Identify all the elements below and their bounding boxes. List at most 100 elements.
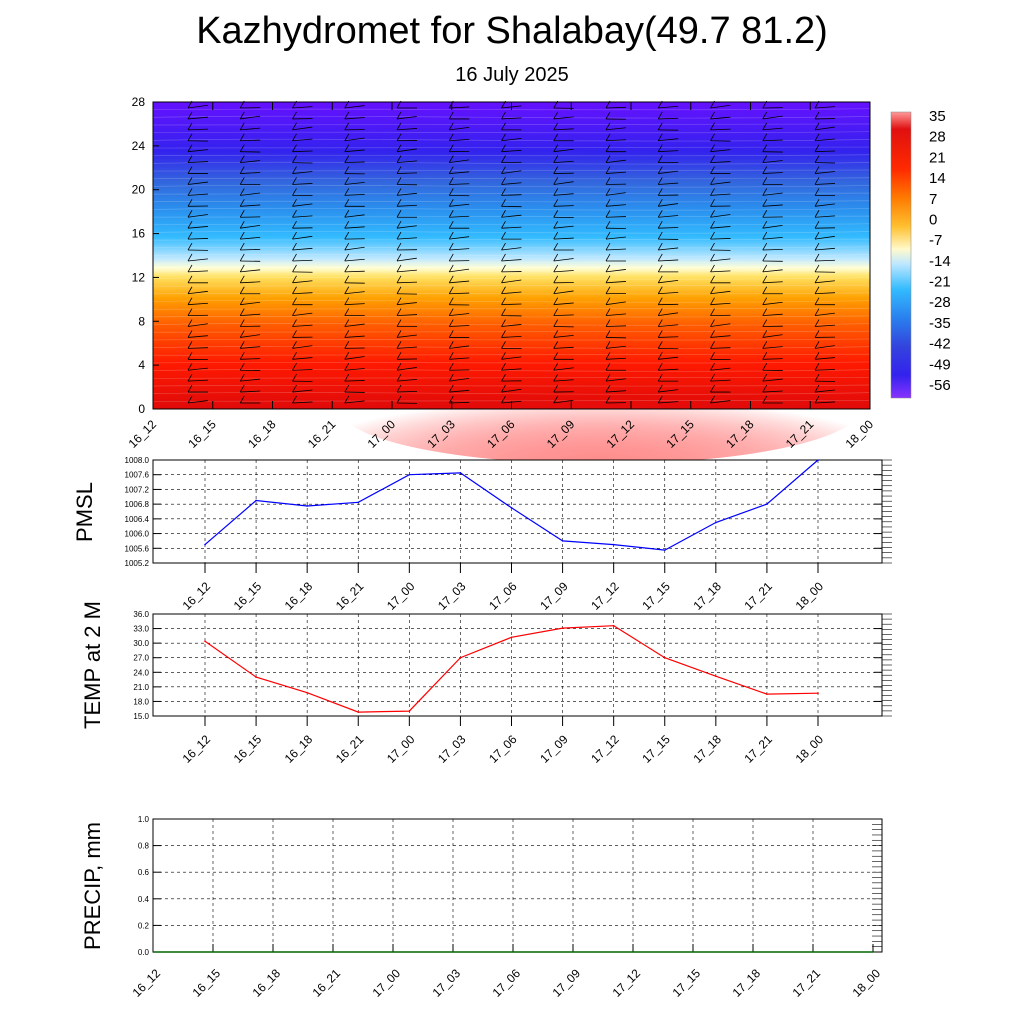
wind-barb-flag bbox=[814, 144, 820, 152]
wind-barb bbox=[710, 104, 731, 109]
wind-barb-flag bbox=[292, 155, 297, 163]
wind-barb-flag bbox=[448, 253, 454, 262]
wind-barb bbox=[501, 149, 522, 153]
wind-barb bbox=[605, 192, 626, 196]
wind-barb-flag bbox=[448, 177, 454, 185]
x-tick-label: 17_09 bbox=[537, 579, 571, 613]
wind-barb bbox=[658, 117, 679, 120]
y-tick-label: 1007.2 bbox=[125, 485, 150, 494]
y-tick-label: 1.0 bbox=[138, 815, 150, 824]
wind-barb bbox=[710, 214, 731, 218]
wind-barb bbox=[501, 324, 522, 327]
wind-barb-flag bbox=[710, 297, 715, 305]
wind-barb bbox=[292, 171, 313, 174]
wind-barb bbox=[553, 181, 574, 185]
wind-barb bbox=[814, 183, 835, 185]
wind-barb-flag bbox=[553, 111, 559, 120]
wind-barb bbox=[449, 292, 470, 295]
colorbar-label: 28 bbox=[929, 129, 946, 146]
wind-barb bbox=[658, 324, 679, 327]
wind-barb-flag bbox=[501, 253, 506, 262]
wind-barb-flag bbox=[762, 363, 768, 371]
x-tick-label: 16_21 bbox=[333, 732, 367, 766]
wind-barb-flag bbox=[239, 199, 245, 207]
wind-barb bbox=[658, 203, 679, 207]
wind-barb-flag bbox=[553, 188, 559, 196]
wind-barb bbox=[501, 335, 522, 338]
wind-barb-flag bbox=[814, 155, 820, 163]
wind-barb-flag bbox=[710, 384, 715, 393]
wind-barb bbox=[553, 367, 574, 371]
wind-barb-flag bbox=[396, 330, 402, 338]
colorbar-label: -7 bbox=[929, 232, 942, 249]
wind-barb bbox=[501, 117, 522, 120]
wind-barb-flag bbox=[657, 352, 663, 360]
contour-line bbox=[152, 369, 871, 372]
wind-barb bbox=[292, 215, 313, 218]
wind-barb-flag bbox=[710, 253, 715, 262]
pmsl-data-point bbox=[766, 503, 768, 505]
wind-barb bbox=[449, 183, 470, 185]
wind-barb-flag bbox=[187, 363, 193, 371]
wind-barb bbox=[344, 161, 365, 164]
wind-barb bbox=[553, 193, 574, 196]
wind-barb bbox=[240, 127, 261, 131]
wind-barb-flag bbox=[710, 188, 715, 196]
wind-barb-flag bbox=[344, 188, 350, 196]
wind-barb-flag bbox=[657, 319, 663, 327]
wind-barb bbox=[658, 182, 679, 185]
pmsl-data-point bbox=[561, 540, 564, 542]
wind-barb-flag bbox=[501, 395, 506, 404]
wind-barb-flag bbox=[448, 155, 454, 163]
wind-barb-flag bbox=[448, 308, 454, 316]
wind-barb bbox=[814, 215, 835, 218]
wind-barb bbox=[762, 301, 783, 306]
wind-barb bbox=[553, 379, 574, 382]
wind-barb-flag bbox=[814, 264, 820, 273]
contour-line bbox=[152, 315, 871, 318]
wind-barb bbox=[449, 127, 470, 131]
wind-barb-flag bbox=[292, 242, 297, 251]
wind-barb-flag bbox=[710, 111, 715, 120]
wind-barb bbox=[605, 106, 627, 109]
wind-barb-flag bbox=[605, 111, 611, 120]
x-tick-label: 17_21 bbox=[742, 732, 776, 766]
wind-barb-flag bbox=[553, 144, 559, 152]
wind-barb-flag bbox=[396, 286, 402, 294]
wind-barb-flag bbox=[501, 188, 506, 196]
wind-barb bbox=[344, 400, 365, 404]
wind-barb bbox=[658, 138, 679, 142]
wind-barb bbox=[292, 345, 313, 349]
y-tick-label: 24.0 bbox=[133, 668, 149, 677]
wind-barb bbox=[605, 159, 626, 164]
wind-barb bbox=[501, 137, 522, 142]
y-tick-label: 27.0 bbox=[133, 654, 149, 663]
wind-barb bbox=[187, 400, 208, 404]
wind-barb-flag bbox=[239, 231, 245, 240]
y-tick-label: 1006.4 bbox=[125, 515, 150, 524]
wind-barb bbox=[605, 378, 626, 382]
pmsl-data-point bbox=[408, 473, 411, 476]
wind-barb-flag bbox=[657, 188, 663, 196]
wind-barb-flag bbox=[344, 242, 350, 251]
wind-barb-flag bbox=[814, 395, 820, 404]
wind-barb bbox=[396, 346, 417, 349]
wind-barb-flag bbox=[657, 373, 663, 382]
wind-barb bbox=[658, 389, 679, 393]
wind-barb bbox=[240, 204, 261, 207]
wind-barb-flag bbox=[344, 210, 350, 218]
pmsl-panel: 1005.2 1005.6 1006.0 1006.4 1006.8 1007.2 1007… bbox=[72, 456, 892, 613]
wind-barb bbox=[814, 126, 835, 131]
wind-barb bbox=[658, 247, 679, 251]
wind-barb-flag bbox=[657, 286, 663, 294]
wind-barb-flag bbox=[448, 363, 454, 371]
x-tick-label: 16_15 bbox=[190, 966, 224, 1000]
wind-barb bbox=[658, 215, 679, 218]
wind-barb-flag bbox=[448, 395, 454, 404]
wind-barb bbox=[187, 161, 208, 164]
wind-barb bbox=[449, 268, 470, 273]
wind-barb bbox=[449, 313, 470, 316]
y-tick-label: 8 bbox=[138, 314, 145, 328]
contour-line bbox=[152, 207, 871, 211]
wind-barb-flag bbox=[187, 384, 193, 393]
